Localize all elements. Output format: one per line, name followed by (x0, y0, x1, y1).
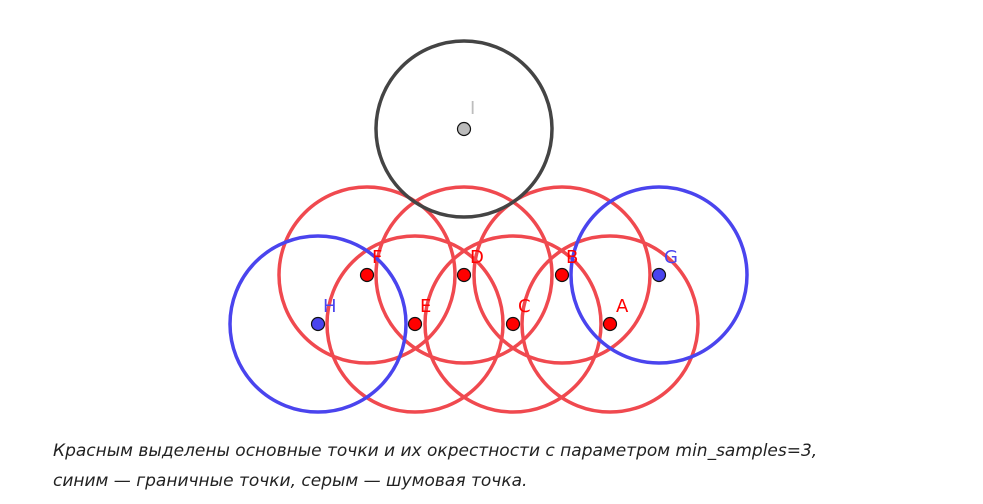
point-b (554, 267, 570, 283)
point-label-h: H (323, 296, 337, 317)
caption-line-2: синим — граничные точки, серым — шумовая… (53, 471, 528, 491)
point-label-d: D (470, 247, 484, 268)
neighborhood-circle-d (374, 185, 554, 365)
figure-caption: Красным выделены основные точки и их окр… (53, 436, 953, 496)
neighborhood-circle-h (228, 234, 408, 414)
neighborhood-circle-i (374, 39, 554, 219)
point-label-f: F (372, 247, 382, 268)
point-f (359, 267, 375, 283)
caption-line-1: Красным выделены основные точки и их окр… (53, 441, 818, 461)
point-e (407, 316, 423, 332)
neighborhood-circle-b (472, 185, 652, 365)
neighborhood-circle-g (569, 185, 749, 365)
point-i (456, 121, 472, 137)
neighborhood-circle-e (325, 234, 505, 414)
neighborhood-circle-f (277, 185, 457, 365)
neighborhood-circle-a (520, 234, 700, 414)
point-label-e: E (420, 296, 431, 317)
point-a (602, 316, 618, 332)
point-label-b: B (566, 247, 578, 268)
point-label-g: G (664, 247, 678, 268)
point-label-a: A (616, 296, 629, 317)
point-g (651, 267, 667, 283)
neighborhood-circle-c (423, 234, 603, 414)
point-label-c: C (518, 296, 531, 317)
point-label-i: I (470, 98, 475, 119)
point-d (456, 267, 472, 283)
point-c (505, 316, 521, 332)
point-h (310, 316, 326, 332)
dbscan-diagram: A B C D E F G H I (228, 39, 749, 414)
